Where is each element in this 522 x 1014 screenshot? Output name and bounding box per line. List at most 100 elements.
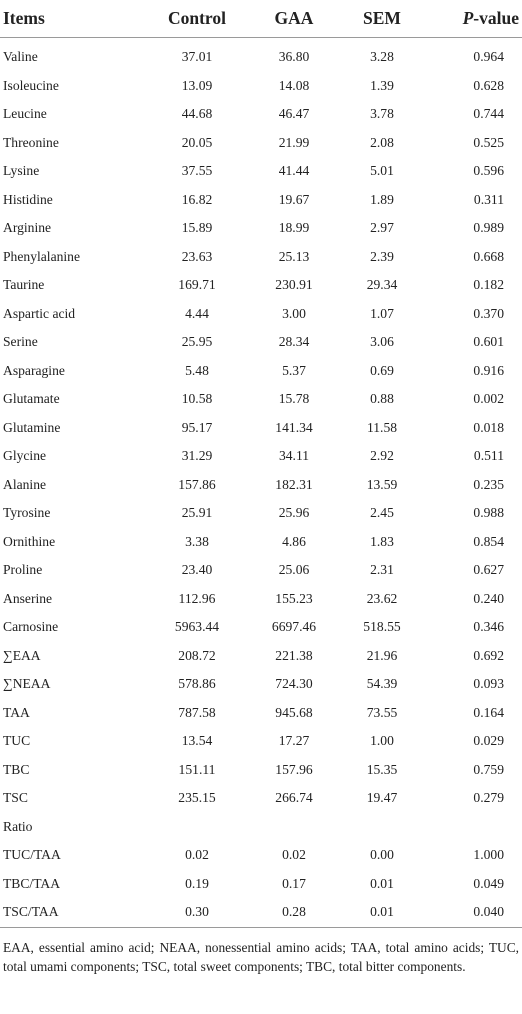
cell-p-value: 0.692 — [473, 647, 504, 663]
table-row: Tyrosine 25.91 25.96 2.45 0.988 — [0, 499, 522, 528]
cell-control: 16.82 — [181, 191, 213, 207]
header-control: Control — [144, 0, 250, 38]
cell-sem: 29.34 — [366, 277, 398, 293]
cell-item: Ornithine — [3, 533, 56, 549]
cell-item: Valine — [3, 49, 38, 65]
cell-control: 208.72 — [178, 647, 216, 663]
cell-gaa: 25.06 — [278, 562, 310, 578]
cell-control: 10.58 — [181, 391, 213, 407]
cell-p-value: 0.040 — [426, 898, 522, 928]
cell-p-value: 0.628 — [473, 77, 504, 93]
cell-control: 31.29 — [181, 448, 213, 464]
cell-item: Taurine — [3, 277, 45, 293]
cell-gaa: 0.28 — [250, 898, 338, 928]
cell-item: Carnosine — [3, 619, 59, 635]
table-row: Glutamate 10.58 15.78 0.88 0.002 — [0, 385, 522, 414]
cell-control: 23.40 — [181, 562, 213, 578]
cell-sem: 13.59 — [366, 476, 398, 492]
cell-sem: 15.35 — [366, 761, 398, 777]
header-gaa: GAA — [250, 0, 338, 38]
cell-item: TUC/TAA — [3, 847, 61, 863]
cell-sem: 19.47 — [366, 790, 398, 806]
table-row: Alanine 157.86 182.31 13.59 0.235 — [0, 471, 522, 500]
cell-gaa: 230.91 — [275, 277, 313, 293]
cell-sem: 2.39 — [370, 248, 394, 264]
cell-p-value: 0.511 — [473, 448, 504, 464]
cell-p-value: 0.627 — [473, 562, 504, 578]
cell-control: 95.17 — [181, 419, 213, 435]
table-row: Arginine 15.89 18.99 2.97 0.989 — [0, 214, 522, 243]
header-p-rest: -value — [473, 8, 519, 28]
cell-gaa: 182.31 — [275, 476, 313, 492]
cell-p-value: 0.964 — [473, 49, 504, 65]
cell-p-value: 0.240 — [473, 590, 504, 606]
cell-gaa: 14.08 — [278, 77, 310, 93]
table-row: Lysine 37.55 41.44 5.01 0.596 — [0, 157, 522, 186]
cell-control: 0.19 — [185, 875, 209, 891]
cell-gaa: 25.96 — [278, 505, 310, 521]
cell-control: 23.63 — [181, 248, 213, 264]
cell-p-value: 0.854 — [473, 533, 504, 549]
table-row: Ornithine 3.38 4.86 1.83 0.854 — [0, 528, 522, 557]
cell-item: TBC — [3, 761, 30, 777]
cell-p-value: 0.093 — [473, 676, 504, 692]
table-row: Valine 37.01 36.80 3.28 0.964 — [0, 43, 522, 72]
cell-item: Isoleucine — [3, 77, 59, 93]
cell-item: Aspartic acid — [3, 305, 76, 321]
table-row: TUC 13.54 17.27 1.00 0.029 — [0, 727, 522, 756]
cell-gaa: 157.96 — [275, 761, 313, 777]
cell-p-value: 0.002 — [473, 391, 504, 407]
cell-item: Tyrosine — [3, 505, 51, 521]
table-row: ∑EAA 208.72 221.38 21.96 0.692 — [0, 642, 522, 671]
table-row: Isoleucine 13.09 14.08 1.39 0.628 — [0, 72, 522, 101]
cell-sem: 2.31 — [370, 562, 394, 578]
cell-sem: 0.88 — [370, 391, 394, 407]
cell-item: Anserine — [3, 590, 53, 606]
table-row: TAA 787.58 945.68 73.55 0.164 — [0, 699, 522, 728]
cell-sem: 518.55 — [363, 619, 401, 635]
cell-gaa — [250, 813, 338, 842]
cell-gaa: 25.13 — [278, 248, 310, 264]
header-row: Items Control GAA SEM P-value — [0, 0, 522, 38]
cell-p-value: 0.601 — [473, 334, 504, 350]
cell-control: 112.96 — [178, 590, 216, 606]
cell-sem: 2.97 — [370, 220, 394, 236]
cell-item: ∑NEAA — [3, 676, 51, 692]
cell-sem: 54.39 — [366, 676, 398, 692]
table-body: Valine 37.01 36.80 3.28 0.964 Isoleucine 13.09… — [0, 38, 522, 928]
cell-gaa: 17.27 — [278, 733, 310, 749]
table-row: TUC/TAA 0.02 0.02 0.00 1.000 — [0, 841, 522, 870]
cell-sem: 3.28 — [370, 49, 394, 65]
table-row: Serine 25.95 28.34 3.06 0.601 — [0, 328, 522, 357]
cell-gaa: 15.78 — [278, 391, 310, 407]
table-row: Taurine 169.71 230.91 29.34 0.182 — [0, 271, 522, 300]
table-row: Glycine 31.29 34.11 2.92 0.511 — [0, 442, 522, 471]
cell-sem: 0.01 — [338, 898, 426, 928]
cell-item: Glutamine — [3, 419, 61, 435]
cell-control: 578.86 — [178, 676, 216, 692]
cell-item: Glutamate — [3, 391, 60, 407]
cell-sem: 3.06 — [370, 334, 394, 350]
cell-control: 151.11 — [178, 761, 216, 777]
cell-control: 37.01 — [181, 49, 213, 65]
amino-acid-table: Items Control GAA SEM P-value Valine 37.0… — [0, 0, 522, 928]
cell-sem: 0.69 — [370, 362, 394, 378]
cell-gaa: 945.68 — [275, 704, 313, 720]
cell-control: 15.89 — [181, 220, 213, 236]
cell-item: TAA — [3, 704, 30, 720]
cell-p-value: 0.668 — [473, 248, 504, 264]
cell-control: 235.15 — [178, 790, 216, 806]
cell-sem: 11.58 — [366, 419, 398, 435]
table-row: Anserine 112.96 155.23 23.62 0.240 — [0, 585, 522, 614]
cell-gaa: 4.86 — [282, 533, 306, 549]
cell-control: 5.48 — [185, 362, 209, 378]
cell-item: Arginine — [3, 220, 52, 236]
cell-gaa: 34.11 — [278, 448, 310, 464]
cell-sem: 1.07 — [370, 305, 394, 321]
table-row: Glutamine 95.17 141.34 11.58 0.018 — [0, 414, 522, 443]
cell-p-value: 0.525 — [473, 134, 504, 150]
cell-control: 25.95 — [181, 334, 213, 350]
cell-gaa: 6697.46 — [271, 619, 317, 635]
cell-gaa: 221.38 — [275, 647, 313, 663]
